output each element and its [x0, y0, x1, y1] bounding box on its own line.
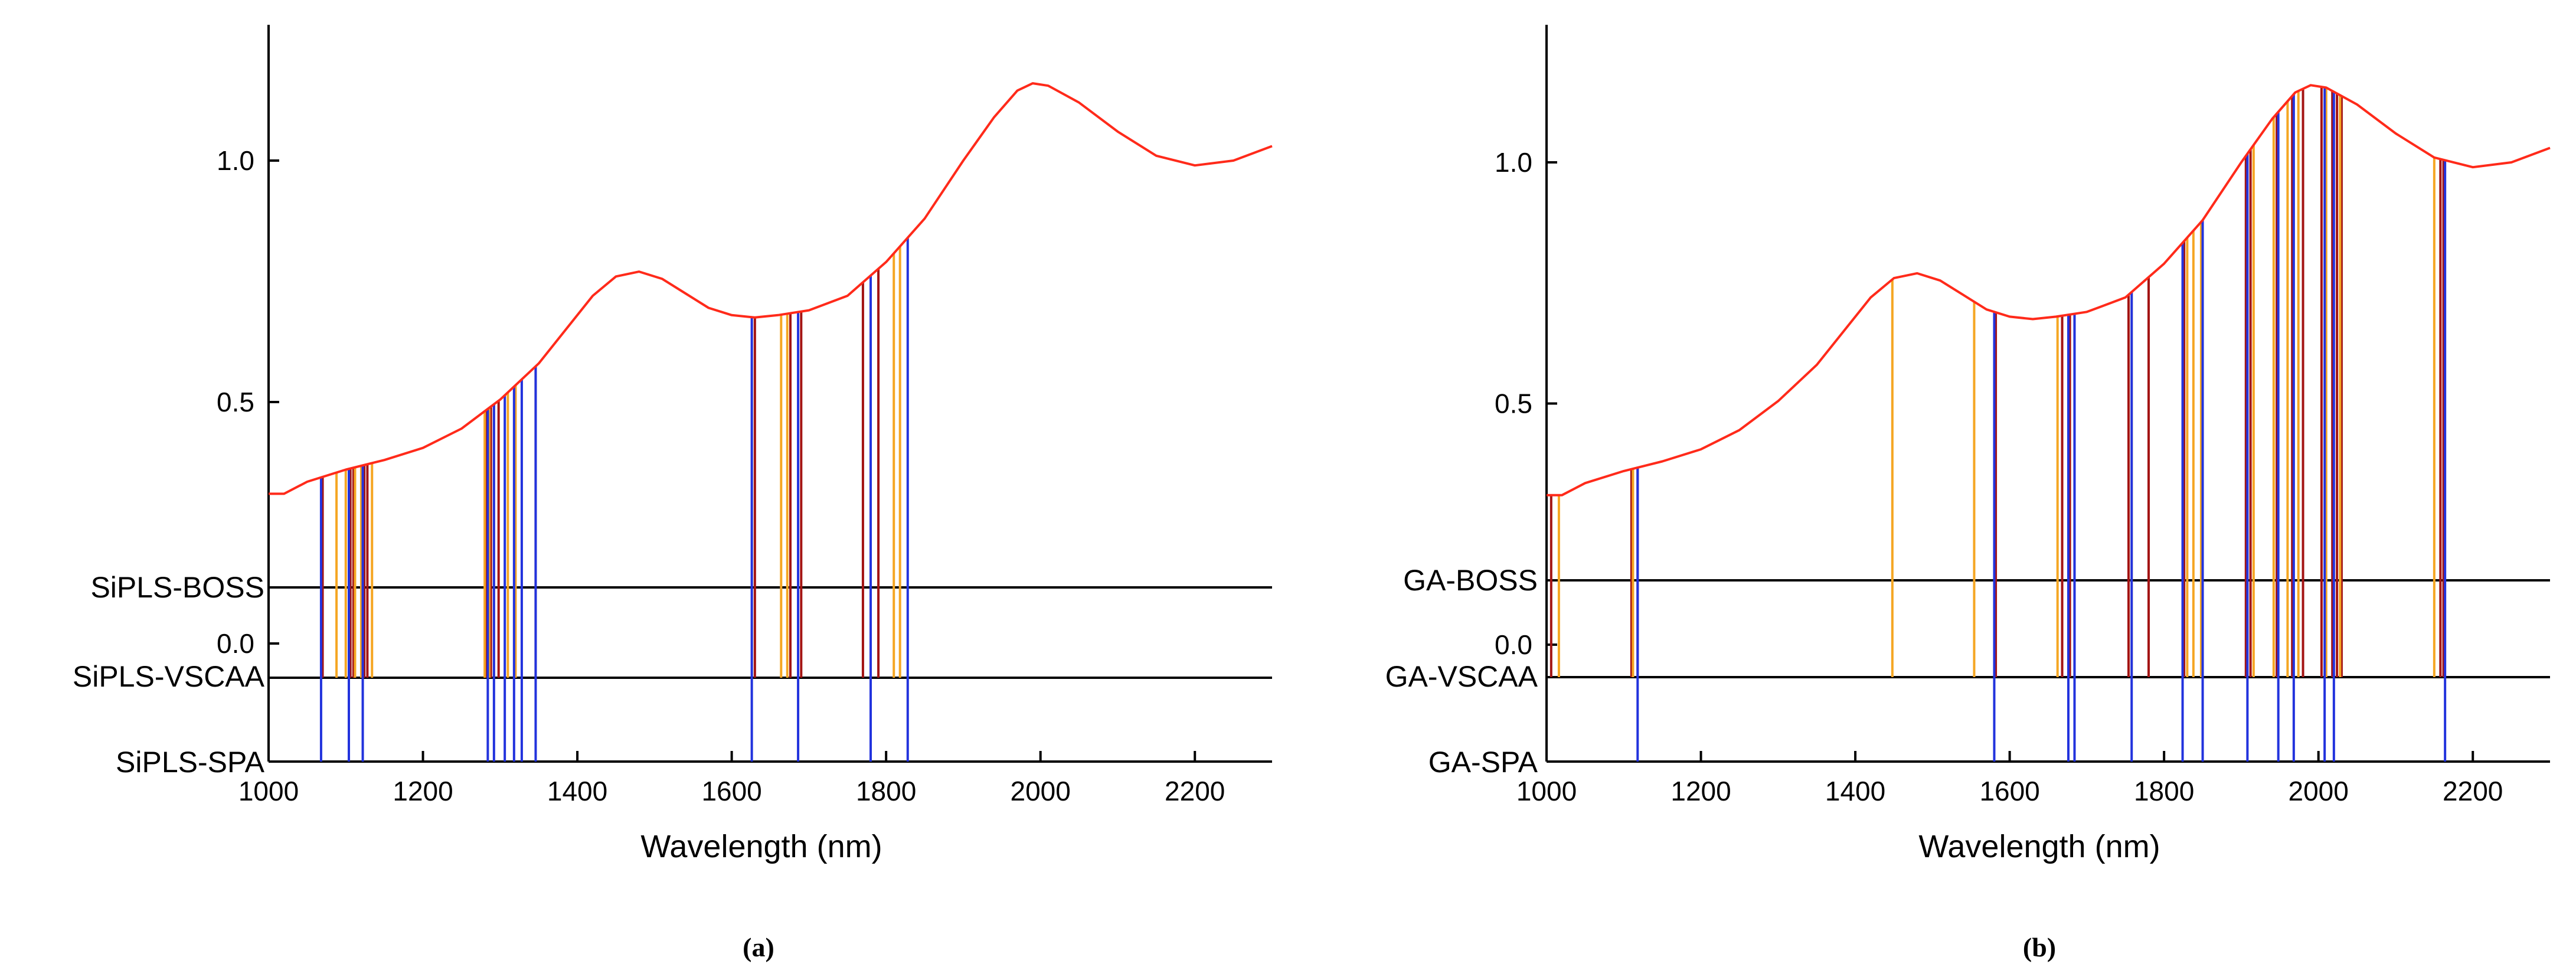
panel-a-x-tick-label: 1200: [393, 776, 453, 806]
panel-a-x-axis-title: Wavelength (nm): [640, 829, 882, 864]
panel-b-x-tick-label: 2000: [2289, 776, 2349, 806]
panel-b-method-label-boss: GA-BOSS: [1403, 564, 1538, 597]
panel-a-x-ticks: 1000 1200 1400 1600 1800 2000 2200: [238, 751, 1225, 806]
panel-b-y-ticks: 0.0 0.5 1.0: [1495, 147, 1557, 660]
panel-a-y-tick-label: 0.0: [217, 628, 254, 659]
panel-b: 0.0 0.5 1.0 1000 1200 1400 1600 1800 2000 2200 G…: [1385, 25, 2551, 962]
panel-b-x-tick-label: 1000: [1516, 776, 1577, 806]
panel-a-method-label-boss: SiPLS-BOSS: [90, 571, 264, 604]
panel-a-x-tick-label: 2200: [1165, 776, 1225, 806]
panel-b-selection-lines: [1549, 87, 2447, 762]
panel-b-y-tick-label: 0.0: [1495, 629, 1532, 660]
panel-a-label: (a): [743, 932, 774, 962]
panel-b-spectrum-line: [1547, 84, 2551, 496]
panel-b-label: (b): [2023, 932, 2056, 962]
panel-a-x-tick-label: 1000: [238, 776, 299, 806]
panel-b-x-tick-label: 2200: [2443, 776, 2503, 806]
panel-b-y-tick-label: 1.0: [1495, 147, 1532, 178]
panel-a-method-label-vscaa: SiPLS-VSCAA: [73, 660, 265, 693]
panel-a-y-tick-label: 1.0: [217, 145, 254, 176]
panel-b-y-tick-label: 0.5: [1495, 388, 1532, 419]
panel-b-x-tick-label: 1200: [1671, 776, 1731, 806]
panel-b-x-tick-label: 1400: [1825, 776, 1885, 806]
panel-b-x-tick-label: 1800: [2134, 776, 2194, 806]
panel-a-y-ticks: 0.0 0.5 1.0: [217, 145, 279, 659]
panel-a-x-tick-label: 1400: [547, 776, 607, 806]
panel-a-x-tick-label: 2000: [1011, 776, 1071, 806]
panel-a: 0.0 0.5 1.0 1000 1200 1400 1600 1800 2000 2200 S…: [73, 25, 1273, 962]
panel-b-x-tick-label: 1600: [1979, 776, 2039, 806]
panel-a-x-tick-label: 1600: [701, 776, 761, 806]
panel-a-spectrum-line: [269, 82, 1273, 495]
panel-a-selection-lines: [319, 237, 909, 762]
panel-a-x-tick-label: 1800: [856, 776, 916, 806]
panel-b-method-label-vscaa: GA-VSCAA: [1385, 660, 1538, 693]
panel-a-y-tick-label: 0.5: [217, 387, 254, 417]
panel-b-method-label-spa: GA-SPA: [1428, 746, 1538, 779]
panel-b-x-axis-title: Wavelength (nm): [1918, 829, 2160, 864]
panel-a-method-label-spa: SiPLS-SPA: [116, 746, 265, 779]
panel-b-x-ticks: 1000 1200 1400 1600 1800 2000 2200: [1516, 751, 2503, 806]
